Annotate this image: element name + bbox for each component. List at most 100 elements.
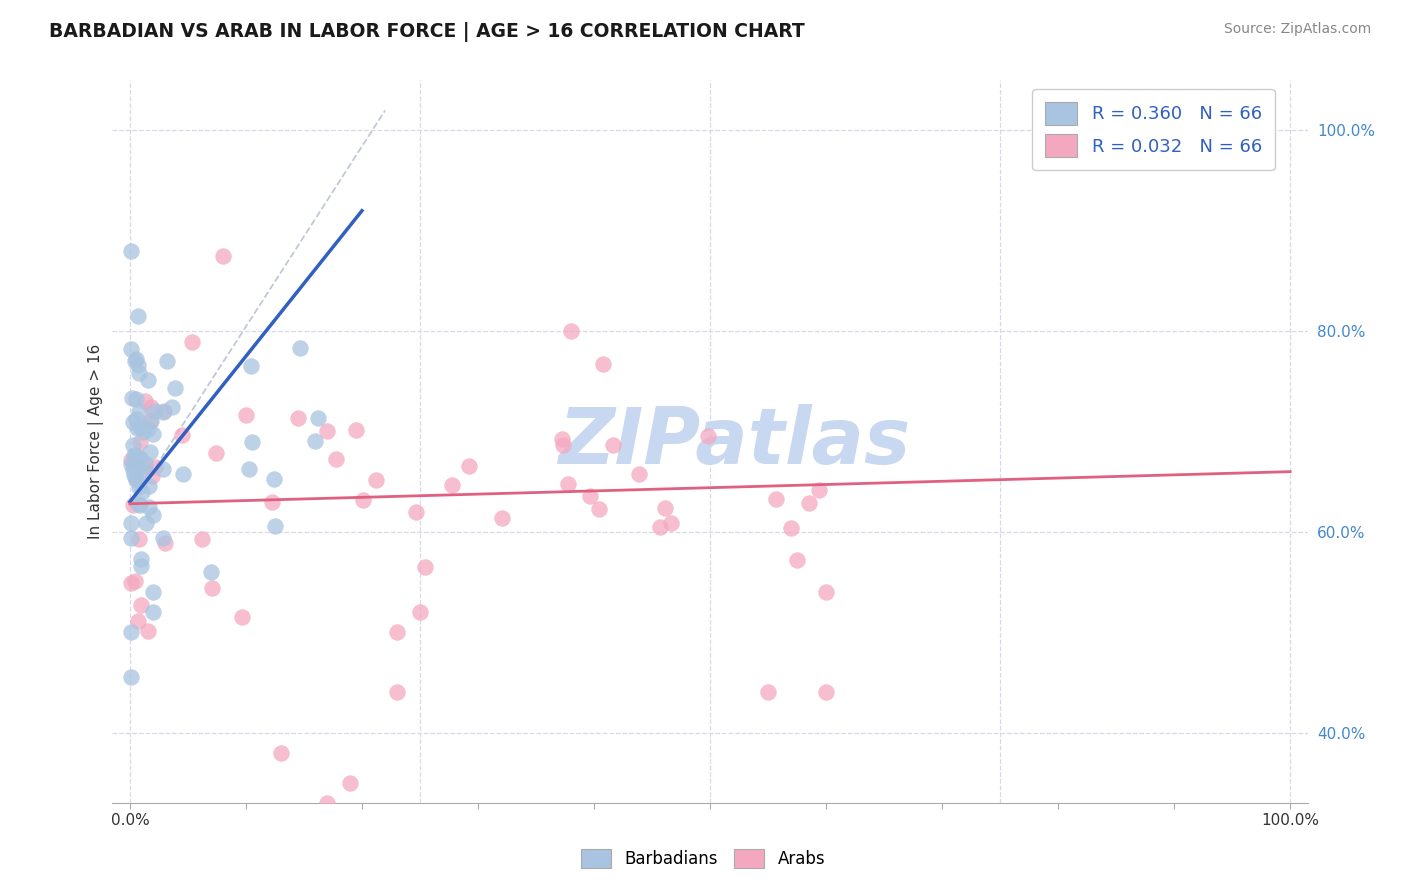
Point [122,467,145,482]
Point [240,435,263,450]
Point [270,746,292,760]
Point [160,401,183,415]
Point [136,373,159,387]
Point [325,451,347,466]
Point [143,404,166,418]
Point [238,462,260,476]
Point [128,435,150,450]
Point [290,341,312,355]
Point [211,249,233,263]
Point [122,462,145,476]
Point [127,421,149,435]
Point [125,463,148,477]
Point [205,446,228,460]
Point [153,403,176,417]
Point [139,414,162,428]
Point [120,458,142,472]
Point [139,400,162,414]
Point [263,472,285,486]
Point [142,508,165,522]
Point [366,473,388,487]
Point [129,419,152,434]
Point [125,392,148,407]
Point [765,491,787,506]
Point [491,511,513,525]
Point [260,495,283,509]
Point [815,685,838,699]
Point [560,324,582,338]
Text: Source: ZipAtlas.com: Source: ZipAtlas.com [1223,22,1371,37]
Point [553,438,575,452]
Point [551,432,574,446]
Point [240,359,263,373]
Point [128,404,150,418]
Point [756,685,779,699]
Point [152,532,174,546]
Point [141,469,163,483]
Point [807,483,830,498]
Point [697,429,720,443]
Point [122,438,145,452]
Point [339,776,361,790]
Point [627,467,650,482]
Point [352,493,374,508]
Point [316,796,339,810]
Point [136,624,159,638]
Point [129,551,152,566]
Point [413,559,436,574]
Point [405,505,427,519]
Point [458,458,481,473]
Point [127,497,149,511]
Point [172,467,194,481]
Point [120,625,142,640]
Point [128,498,150,512]
Text: BARBADIAN VS ARAB IN LABOR FORCE | AGE > 16 CORRELATION CHART: BARBADIAN VS ARAB IN LABOR FORCE | AGE >… [49,22,806,42]
Point [344,423,367,437]
Point [304,434,326,448]
Y-axis label: In Labor Force | Age > 16: In Labor Force | Age > 16 [89,344,104,539]
Point [200,565,222,579]
Point [122,498,145,512]
Point [152,405,174,419]
Point [592,358,614,372]
Point [124,574,146,588]
Point [120,531,142,545]
Point [588,502,610,516]
Legend: R = 0.360   N = 66, R = 0.032   N = 66: R = 0.360 N = 66, R = 0.032 N = 66 [1032,89,1275,170]
Point [124,448,146,462]
Point [201,581,224,595]
Point [135,516,157,531]
Point [307,410,329,425]
Point [129,598,152,612]
Point [121,415,143,429]
Point [120,516,142,530]
Point [139,414,162,428]
Point [134,456,156,470]
Point [125,411,148,425]
Point [131,425,153,439]
Point [659,516,682,531]
Point [441,478,464,492]
Point [134,458,156,473]
Point [127,358,149,372]
Point [163,381,186,395]
Point [557,477,579,491]
Point [128,533,150,547]
Point [129,559,152,574]
Point [125,471,148,485]
Point [650,520,672,534]
Point [120,670,142,684]
Point [142,585,165,599]
Point [152,461,174,475]
Point [138,500,160,515]
Point [124,354,146,368]
Point [142,605,165,619]
Point [143,460,166,475]
Point [786,553,808,567]
Point [602,438,624,452]
Point [122,456,145,470]
Point [134,394,156,409]
Point [385,625,408,640]
Point [128,480,150,494]
Point [316,425,339,439]
